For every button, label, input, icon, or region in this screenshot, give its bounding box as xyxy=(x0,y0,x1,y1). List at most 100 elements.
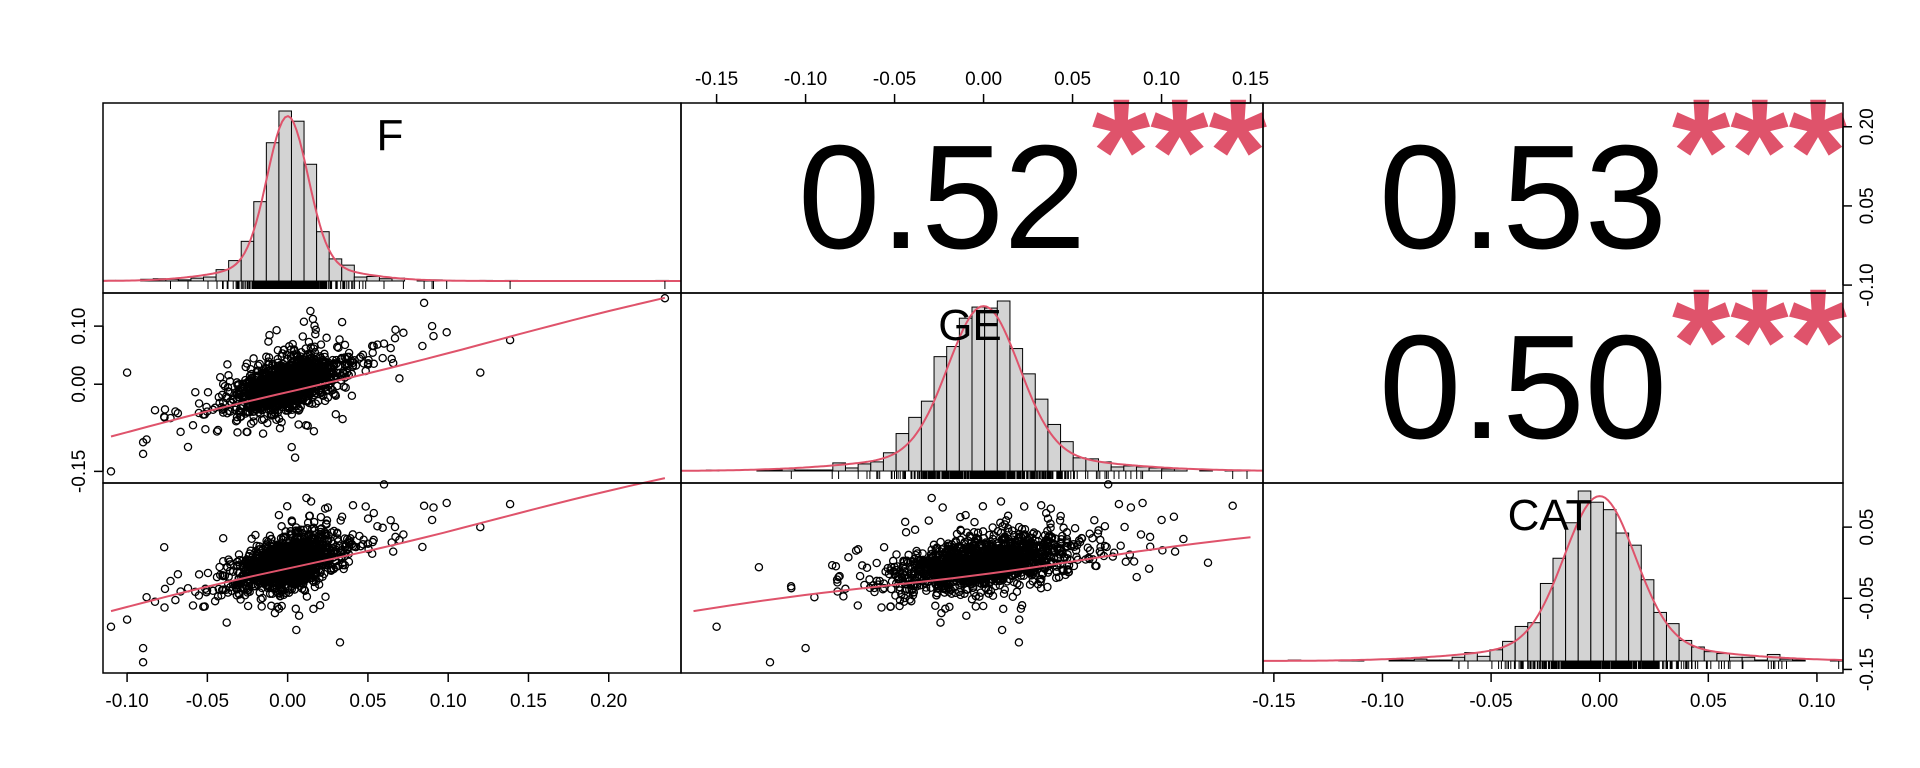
scatter-point xyxy=(301,355,310,365)
scatter-point xyxy=(269,569,279,579)
scatter-point xyxy=(279,532,288,542)
scatter-point xyxy=(1043,514,1053,523)
scatter-point xyxy=(289,345,299,354)
scatter-point xyxy=(142,592,151,602)
scatter-point xyxy=(1014,615,1024,624)
rug-marks xyxy=(170,281,666,289)
scatter-point xyxy=(879,542,889,552)
scatter-point xyxy=(225,387,234,397)
scatter-point xyxy=(1033,541,1042,551)
scatter-point xyxy=(150,405,160,415)
scatter-point xyxy=(1046,504,1056,513)
scatter-point xyxy=(969,578,978,587)
scatter-point xyxy=(895,595,905,605)
scatter-point xyxy=(967,594,977,604)
scatter-point xyxy=(335,638,345,647)
scatter-point xyxy=(834,572,843,582)
scatter-point xyxy=(987,547,996,557)
scatter-point xyxy=(348,501,358,510)
histogram-bar xyxy=(1539,582,1554,662)
scatter-point xyxy=(892,550,901,559)
scatter-point xyxy=(236,412,245,421)
scatter-point xyxy=(304,375,313,384)
scatter-point xyxy=(317,363,327,373)
scatter-point xyxy=(332,545,341,555)
histogram-bar xyxy=(819,469,834,472)
scatter-point xyxy=(918,549,927,558)
scatter-point xyxy=(122,368,132,377)
scatter-point xyxy=(1100,521,1110,531)
scatter-point xyxy=(249,417,258,426)
scatter-point xyxy=(263,397,273,406)
scatter-point xyxy=(970,517,979,527)
scatter-point xyxy=(200,602,209,611)
scatter-point xyxy=(978,502,988,511)
scatter-point xyxy=(1014,638,1024,647)
scatter-point xyxy=(246,419,256,429)
scatter-point xyxy=(875,576,884,586)
panel-frame xyxy=(102,482,682,674)
x-axis-CAT-tick-label: 0.10 xyxy=(1798,691,1835,712)
scatter-point xyxy=(379,480,389,489)
scatter-point xyxy=(160,603,169,612)
scatter-point xyxy=(905,585,914,594)
scatter-point xyxy=(1094,526,1103,535)
scatter-point xyxy=(853,601,863,610)
scatter-point xyxy=(188,601,198,610)
scatter-point xyxy=(264,386,273,396)
scatter-point xyxy=(303,523,312,533)
scatter-point xyxy=(303,396,312,406)
scatter-point xyxy=(308,314,318,324)
scatter-point xyxy=(234,568,244,578)
fit-line-layer xyxy=(110,296,1251,613)
scatter-point xyxy=(307,566,317,575)
x-axis-GE-tick-label: -0.10 xyxy=(784,69,827,90)
scatter-point xyxy=(243,407,253,416)
scatter-point xyxy=(962,611,971,620)
scatter-point xyxy=(305,511,314,521)
scatter-point xyxy=(159,542,169,552)
histogram-bar xyxy=(1161,468,1175,472)
scatter-point xyxy=(884,569,894,579)
scatter-point xyxy=(1025,551,1035,560)
scatter-point xyxy=(1091,561,1100,571)
histogram-bar xyxy=(1590,501,1604,662)
x-axis-GE-tick-label: 0.00 xyxy=(965,69,1002,90)
scatter-point xyxy=(974,553,984,563)
scatter-point xyxy=(916,561,925,570)
x-axis-GE-tick-label: 0.15 xyxy=(1232,69,1269,90)
histogram-bar xyxy=(1703,651,1718,662)
scatter-point xyxy=(310,347,320,357)
scatter-point xyxy=(194,570,204,579)
scatter-point xyxy=(977,580,987,589)
scatter-point xyxy=(1157,515,1166,525)
scatter-point xyxy=(344,348,354,358)
x-axis-F-tick-label: 0.10 xyxy=(430,691,467,712)
scatter-point xyxy=(302,493,311,503)
density-curve xyxy=(681,305,1263,472)
scatter-point xyxy=(212,427,222,436)
scatter-point xyxy=(106,622,116,631)
fit-line-GE-vs-F xyxy=(110,296,666,438)
x-axis-CAT-tick-label: -0.05 xyxy=(1469,691,1512,712)
scatter-point xyxy=(213,425,223,435)
scatter-point xyxy=(122,615,132,624)
panel-frame xyxy=(1262,482,1844,674)
scatter-point xyxy=(1129,557,1139,566)
scatter-point xyxy=(419,501,429,511)
scatter-point xyxy=(355,354,364,363)
scatter-point xyxy=(982,549,992,559)
var-label-CAT: CAT xyxy=(1508,491,1593,540)
scatter-point xyxy=(369,508,379,518)
scatter-point xyxy=(223,360,232,369)
scatter-point xyxy=(294,611,304,620)
scatter-point xyxy=(309,604,318,614)
scatter-point xyxy=(253,580,263,590)
scatter-point xyxy=(242,584,252,593)
scatter-point xyxy=(932,543,942,552)
scatter-point xyxy=(224,371,233,380)
scatter-point xyxy=(321,592,330,602)
scatter-point xyxy=(253,549,262,558)
scatter-point xyxy=(188,421,198,430)
scatter-point xyxy=(906,580,916,590)
